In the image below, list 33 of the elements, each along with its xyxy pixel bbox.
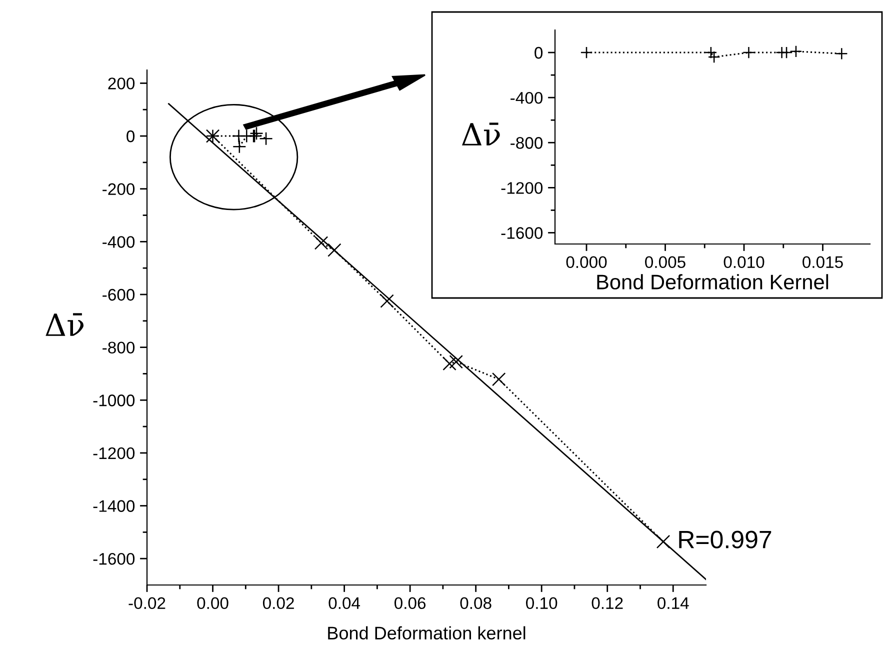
- x-axis-title: Bond Deformation Kernel: [597, 274, 828, 290]
- y-tick-label: 0: [534, 46, 543, 59]
- x-tick-label: 0.10: [526, 597, 558, 610]
- y-tick-label: -1200: [93, 447, 135, 460]
- y-tick-label: -400: [510, 92, 543, 104]
- y-tick-label: -800: [102, 342, 135, 354]
- x-axis-title: Bond Deformation kernel: [328, 626, 526, 640]
- y-tick-label: 200: [108, 78, 135, 90]
- x-tick-label: 0.08: [460, 597, 492, 610]
- x-tick-label: 0.000: [566, 256, 607, 268]
- x-tick-label: 0.005: [645, 256, 686, 268]
- x-tick-label: -0.02: [128, 597, 166, 610]
- y-tick-label: -1600: [501, 227, 543, 239]
- annotation: R=0.997: [679, 530, 772, 548]
- x-tick-label: 0.015: [802, 256, 843, 268]
- y-tick-label: 0: [126, 130, 135, 142]
- y-tick-label: -1000: [93, 394, 135, 406]
- x-tick-label: 0.00: [197, 597, 228, 610]
- y-tick-label: -1200: [501, 182, 543, 194]
- y-tick-label: -1400: [93, 500, 135, 512]
- y-tick-label: -600: [102, 288, 135, 301]
- y-axis-title: Δν̄: [46, 313, 84, 336]
- x-tick-label: 0.04: [328, 597, 360, 610]
- y-axis-title: Δν̄: [462, 122, 500, 146]
- y-tick-label: -200: [102, 183, 135, 196]
- y-tick-label: -1600: [93, 552, 135, 565]
- x-tick-label: 0.14: [658, 597, 689, 610]
- y-tick-label: -800: [510, 137, 543, 149]
- x-tick-label: 0.02: [262, 597, 294, 610]
- y-tick-label: -400: [102, 236, 135, 248]
- x-tick-label: 0.06: [394, 597, 426, 610]
- x-tick-label: 0.010: [724, 256, 764, 268]
- x-tick-label: 0.12: [592, 597, 623, 610]
